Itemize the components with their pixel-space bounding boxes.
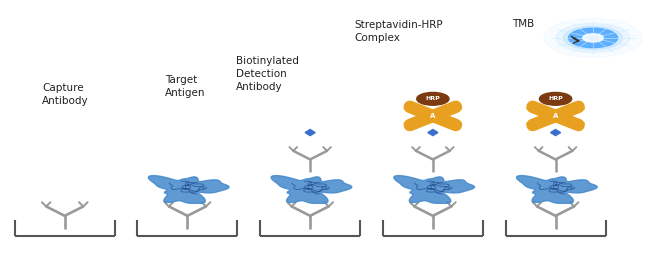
Text: Capture
Antibody: Capture Antibody <box>42 83 89 106</box>
Polygon shape <box>527 123 538 127</box>
Polygon shape <box>428 129 438 136</box>
Text: Biotinylated
Detection
Antibody: Biotinylated Detection Antibody <box>236 56 299 92</box>
Circle shape <box>540 93 572 105</box>
Polygon shape <box>404 105 415 109</box>
Polygon shape <box>450 123 462 127</box>
Polygon shape <box>404 123 415 127</box>
Circle shape <box>544 18 642 57</box>
Polygon shape <box>271 176 352 203</box>
Polygon shape <box>527 105 538 109</box>
Polygon shape <box>573 105 584 109</box>
Text: TMB: TMB <box>512 19 534 29</box>
Circle shape <box>569 28 618 48</box>
Polygon shape <box>551 129 560 136</box>
Polygon shape <box>517 176 597 203</box>
Text: HRP: HRP <box>548 96 563 101</box>
Circle shape <box>582 34 603 42</box>
Polygon shape <box>305 129 315 136</box>
Text: HRP: HRP <box>426 96 440 101</box>
Circle shape <box>556 23 630 53</box>
Text: A: A <box>553 113 558 119</box>
Polygon shape <box>573 123 584 127</box>
Polygon shape <box>148 176 229 203</box>
Polygon shape <box>450 105 462 109</box>
Text: A: A <box>430 113 436 119</box>
Circle shape <box>417 93 449 105</box>
Circle shape <box>564 26 623 50</box>
Polygon shape <box>394 176 474 203</box>
Text: Target
Antigen: Target Antigen <box>165 75 205 98</box>
Text: Streptavidin-HRP
Complex: Streptavidin-HRP Complex <box>354 20 443 43</box>
